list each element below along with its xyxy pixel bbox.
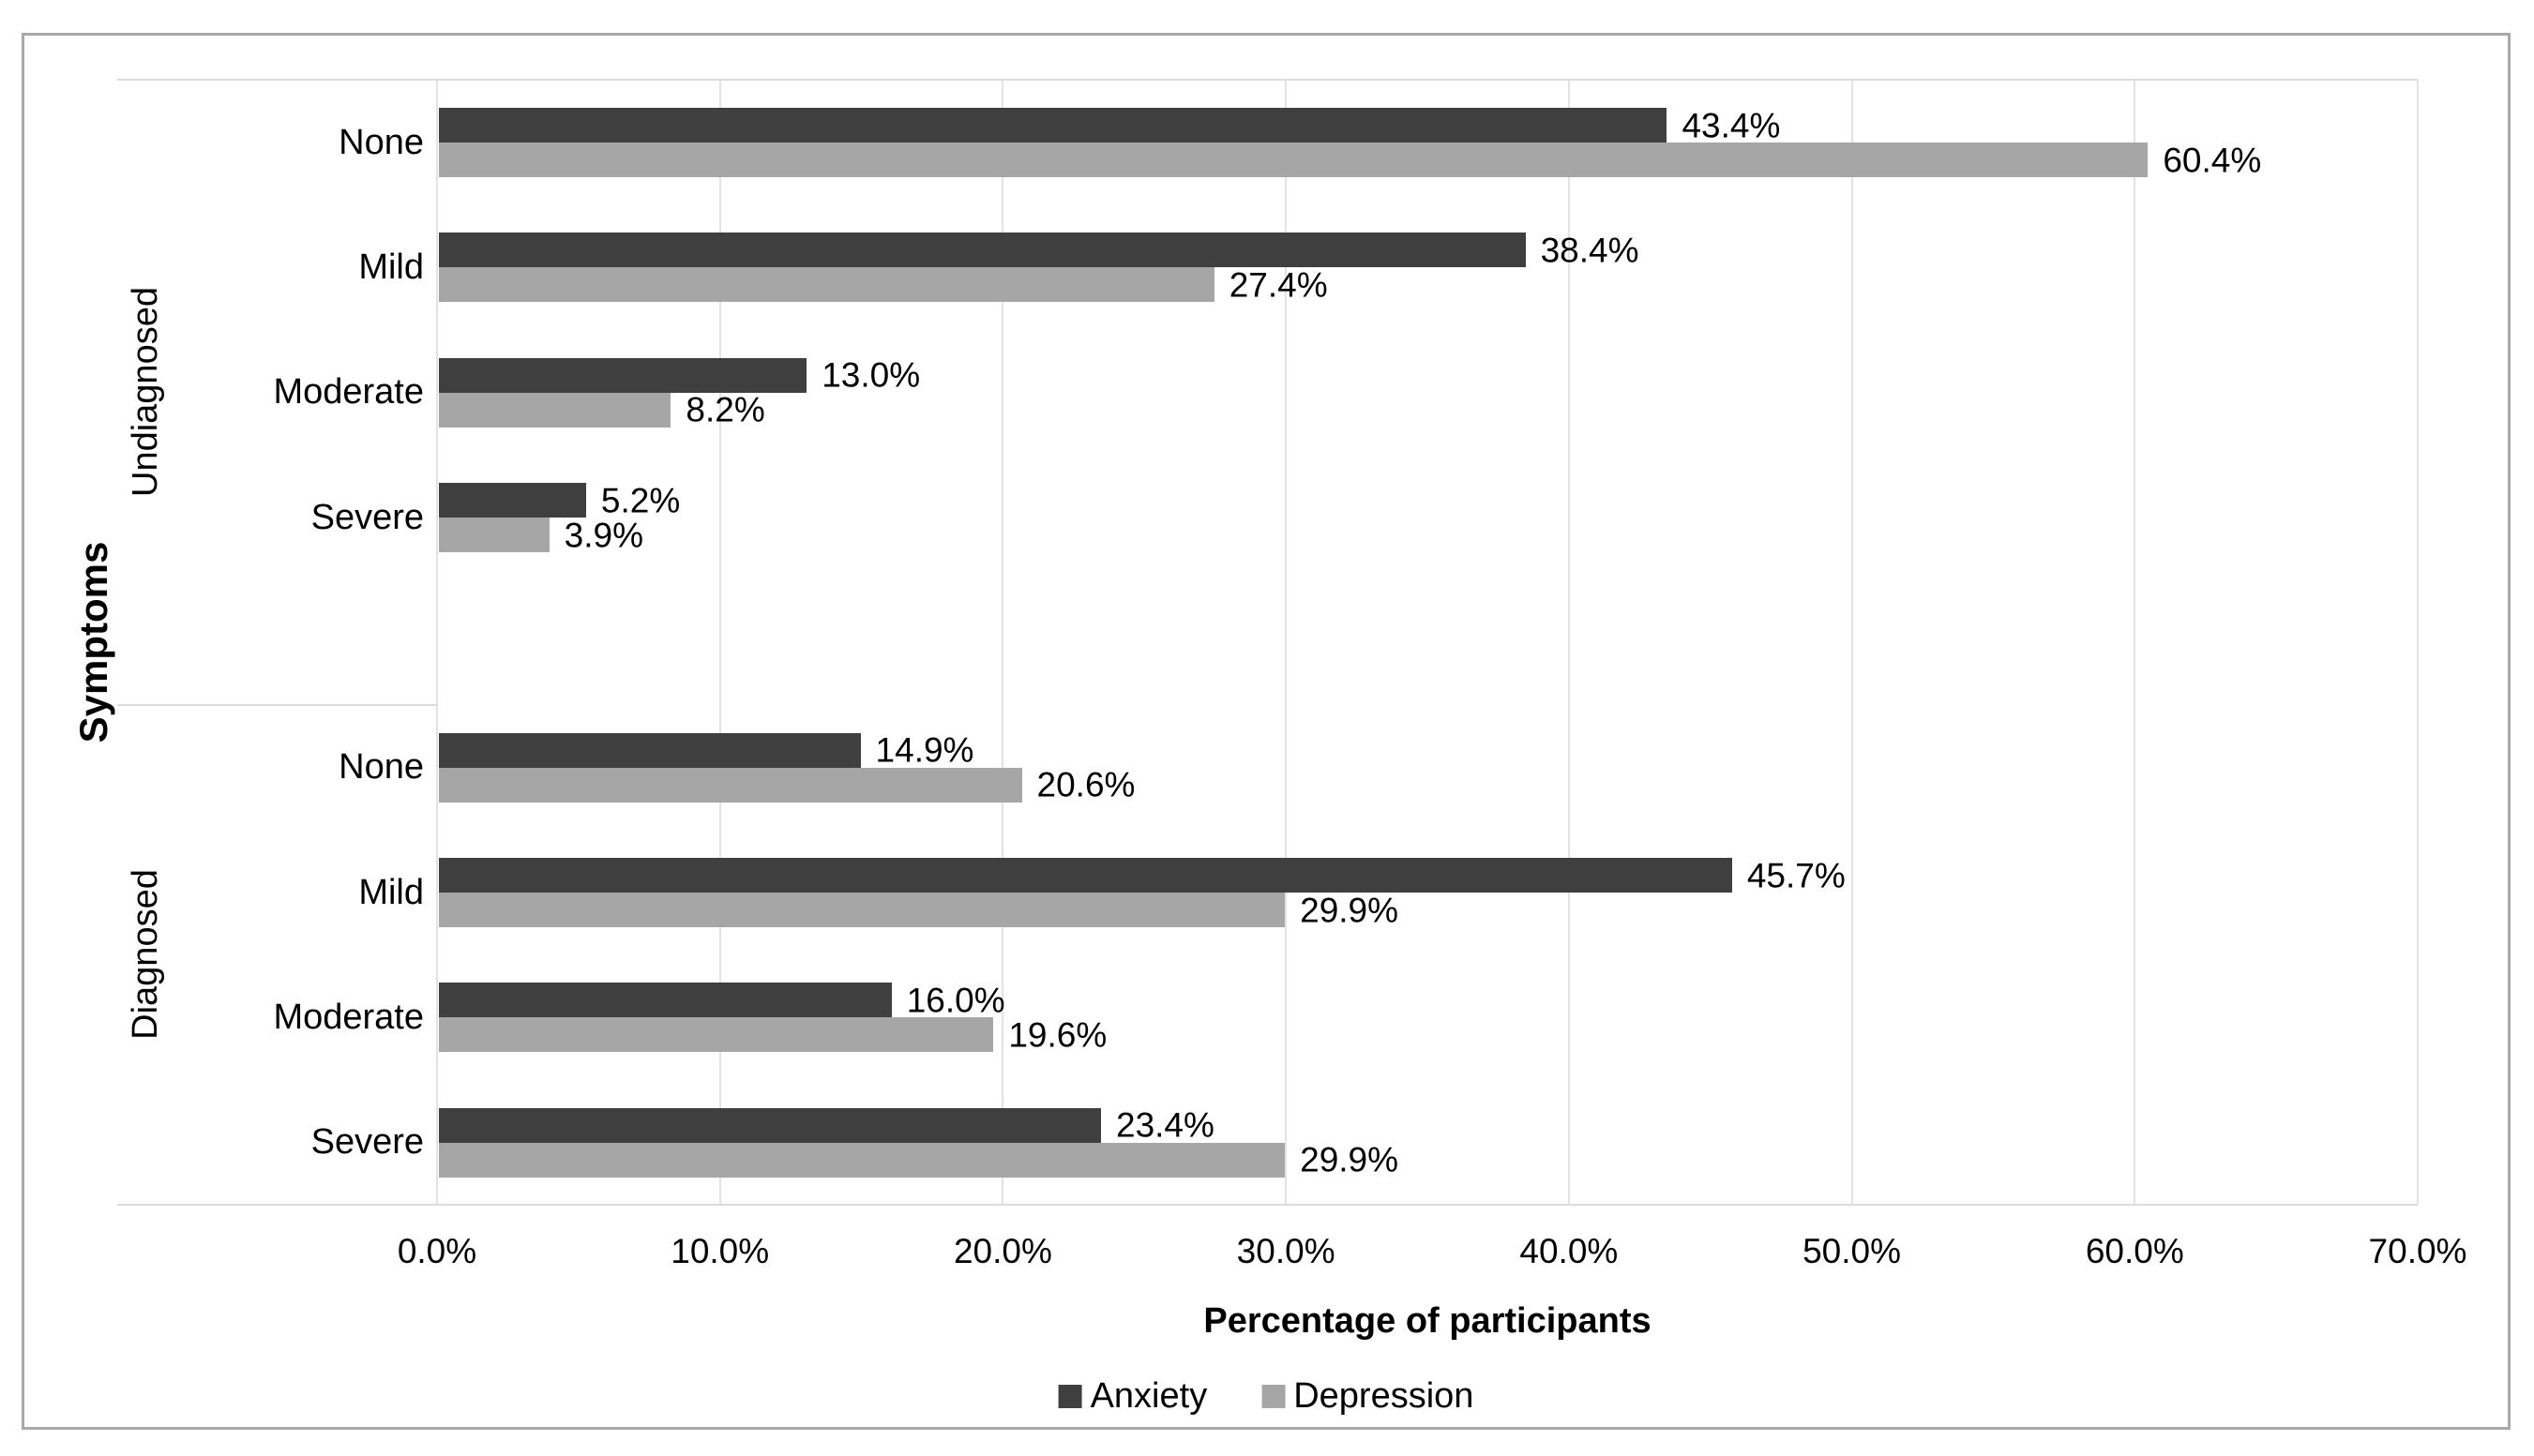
gridline	[1850, 80, 1853, 1205]
value-label: 14.9%	[875, 730, 974, 770]
x-tick-label: 60.0%	[2085, 1232, 2184, 1270]
bar-depression-undiagnosed-mild	[439, 267, 1214, 303]
gridline	[2134, 80, 2136, 1205]
plot-bottom-border	[117, 1204, 2418, 1206]
bar-depression-diagnosed-none	[439, 767, 1022, 803]
value-label: 29.9%	[1300, 1140, 1399, 1179]
legend-item-anxiety: Anxiety	[1058, 1376, 1208, 1416]
x-tick-label: 0.0%	[397, 1232, 477, 1270]
bar-depression-undiagnosed-severe	[439, 518, 550, 552]
value-label: 29.9%	[1300, 891, 1399, 929]
depression-swatch-icon	[1261, 1384, 1286, 1408]
x-tick-label: 70.0%	[2368, 1232, 2467, 1270]
category-label: Moderate	[273, 998, 424, 1037]
bar-depression-diagnosed-moderate	[439, 1017, 994, 1053]
bar-anxiety-diagnosed-severe	[439, 1107, 1101, 1143]
category-label: Severe	[310, 497, 424, 537]
value-label: 23.4%	[1116, 1105, 1214, 1145]
gridline	[718, 80, 721, 1205]
category-label: Moderate	[273, 372, 424, 413]
gridline	[1567, 80, 1570, 1205]
value-label: 38.4%	[1540, 231, 1639, 270]
value-label: 60.4%	[2163, 141, 2262, 179]
bar-anxiety-diagnosed-mild	[439, 858, 1732, 893]
x-tick-label: 50.0%	[1802, 1232, 1902, 1270]
bar-anxiety-undiagnosed-severe	[439, 483, 586, 518]
bar-depression-diagnosed-mild	[439, 893, 1286, 927]
category-label: Severe	[310, 1122, 424, 1163]
value-label: 45.7%	[1746, 856, 1846, 894]
category-label: None	[339, 747, 424, 788]
plot-top-border	[117, 79, 2418, 81]
legend: Anxiety Depression	[1058, 1376, 1473, 1416]
bar-anxiety-diagnosed-none	[439, 732, 861, 768]
category-label: None	[339, 122, 424, 162]
x-axis-title: Percentage of participants	[1203, 1301, 1652, 1341]
x-tick-label: 30.0%	[1236, 1232, 1335, 1270]
value-label: 3.9%	[564, 516, 643, 554]
legend-label-depression: Depression	[1293, 1376, 1474, 1416]
bar-anxiety-undiagnosed-none	[439, 108, 1667, 143]
legend-item-depression: Depression	[1261, 1378, 1473, 1414]
value-label: 5.2%	[600, 481, 681, 519]
value-label: 13.0%	[822, 355, 921, 395]
gridline	[1002, 80, 1004, 1205]
value-label: 20.6%	[1036, 765, 1136, 804]
legend-label-anxiety: Anxiety	[1090, 1376, 1208, 1416]
category-label: Mild	[358, 872, 424, 912]
bar-depression-diagnosed-severe	[439, 1142, 1286, 1178]
value-label: 8.2%	[686, 390, 765, 429]
category-label: Mild	[358, 248, 424, 287]
gridline	[1285, 80, 1288, 1205]
bar-depression-undiagnosed-moderate	[439, 392, 671, 428]
gridline	[436, 80, 438, 1205]
bar-depression-undiagnosed-none	[439, 143, 2149, 177]
value-label: 43.4%	[1682, 106, 1781, 144]
value-label: 19.6%	[1008, 1015, 1108, 1055]
anxiety-swatch-icon	[1058, 1384, 1082, 1408]
x-tick-label: 40.0%	[1519, 1232, 1619, 1270]
y-axis-title: Symptoms	[71, 541, 115, 743]
bar-anxiety-undiagnosed-moderate	[439, 357, 807, 393]
bar-anxiety-undiagnosed-mild	[439, 233, 1526, 268]
group-divider	[117, 703, 437, 706]
x-tick-label: 10.0%	[671, 1232, 770, 1270]
bar-anxiety-diagnosed-moderate	[439, 983, 892, 1018]
value-label: 27.4%	[1229, 265, 1328, 305]
x-tick-label: 20.0%	[953, 1232, 1052, 1270]
value-label: 16.0%	[906, 981, 1005, 1020]
gridline	[2417, 80, 2419, 1205]
